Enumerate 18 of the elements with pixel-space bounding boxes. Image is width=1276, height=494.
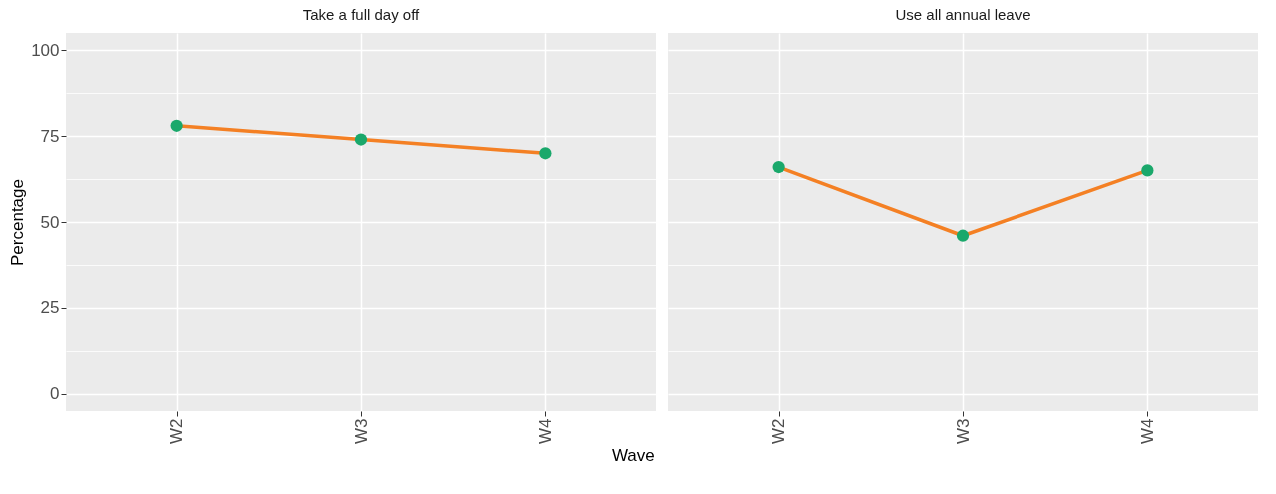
x-tick-label: W3: [351, 418, 371, 444]
y-tick-label: 75: [40, 126, 60, 146]
point: [354, 133, 368, 146]
x-tick-label: W3: [953, 418, 973, 444]
chart-title: Use all annual leave: [895, 6, 1031, 23]
y-axis-title: Percentage: [8, 179, 28, 266]
point: [170, 119, 183, 132]
point: [539, 147, 552, 160]
y-tick-label: 25: [40, 298, 60, 318]
x-axis-title: Wave: [611, 445, 655, 465]
y-tick-label: 50: [40, 212, 60, 232]
x-tick-label: W4: [535, 418, 555, 444]
x-tick-label: W4: [1137, 418, 1157, 444]
x-tick-label: W2: [167, 418, 187, 444]
chart-title: Take a full day off: [302, 6, 421, 23]
y-tick-label: 0: [50, 384, 60, 404]
x-tick-label: W2: [769, 418, 789, 444]
y-tick-label: 100: [31, 40, 60, 60]
